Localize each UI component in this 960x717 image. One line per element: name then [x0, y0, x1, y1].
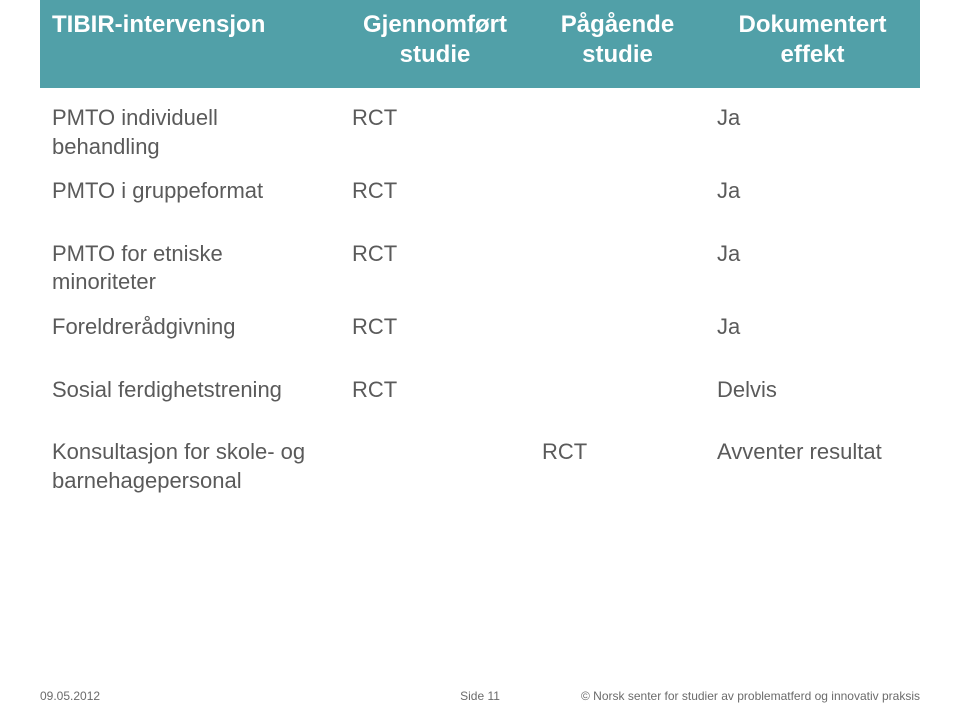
- spacer-row: [40, 412, 920, 430]
- table-row: Konsultasjon for skole- og barnehagepers…: [40, 430, 920, 503]
- cell-c1: Foreldrerådgivning: [40, 305, 340, 350]
- cell-c4: Delvis: [705, 368, 920, 413]
- intervention-table: TIBIR-intervensjon Gjennomført studie På…: [40, 0, 920, 503]
- cell-c1: PMTO i gruppeformat: [40, 169, 340, 214]
- cell-c2: [340, 430, 530, 503]
- cell-c3: [530, 88, 705, 169]
- cell-c1: PMTO for etniske minoriteter: [40, 232, 340, 305]
- cell-c2: RCT: [340, 305, 530, 350]
- col-header-completed: Gjennomført studie: [340, 0, 530, 88]
- cell-c4: Ja: [705, 232, 920, 305]
- footer-page: Side 11: [40, 689, 920, 703]
- cell-c2: RCT: [340, 232, 530, 305]
- spacer-row: [40, 214, 920, 232]
- col-header-intervention: TIBIR-intervensjon: [40, 0, 340, 88]
- table-row: ForeldrerådgivningRCT Ja: [40, 305, 920, 350]
- cell-c2: RCT: [340, 368, 530, 413]
- cell-c2: RCT: [340, 88, 530, 169]
- cell-c1: Konsultasjon for skole- og barnehagepers…: [40, 430, 340, 503]
- cell-c4: Ja: [705, 88, 920, 169]
- cell-c4: Avventer resultat: [705, 430, 920, 503]
- cell-c4: Ja: [705, 169, 920, 214]
- table-row: Sosial ferdighetstreningRCT Delvis: [40, 368, 920, 413]
- cell-c1: PMTO individuell behandling: [40, 88, 340, 169]
- footer: 09.05.2012 Side 11 © Norsk senter for st…: [40, 689, 920, 703]
- table-row: PMTO i gruppeformatRCT Ja: [40, 169, 920, 214]
- cell-c3: [530, 305, 705, 350]
- cell-c1: Sosial ferdighetstrening: [40, 368, 340, 413]
- cell-c3: [530, 368, 705, 413]
- col-header-ongoing: Pågående studie: [530, 0, 705, 88]
- col-header-effect: Dokumentert effekt: [705, 0, 920, 88]
- cell-c3: [530, 169, 705, 214]
- cell-c3: RCT: [530, 430, 705, 503]
- cell-c3: [530, 232, 705, 305]
- table-row: PMTO individuell behandlingRCT Ja: [40, 88, 920, 169]
- table-row: PMTO for etniske minoriteterRCT Ja: [40, 232, 920, 305]
- spacer-row: [40, 350, 920, 368]
- cell-c4: Ja: [705, 305, 920, 350]
- cell-c2: RCT: [340, 169, 530, 214]
